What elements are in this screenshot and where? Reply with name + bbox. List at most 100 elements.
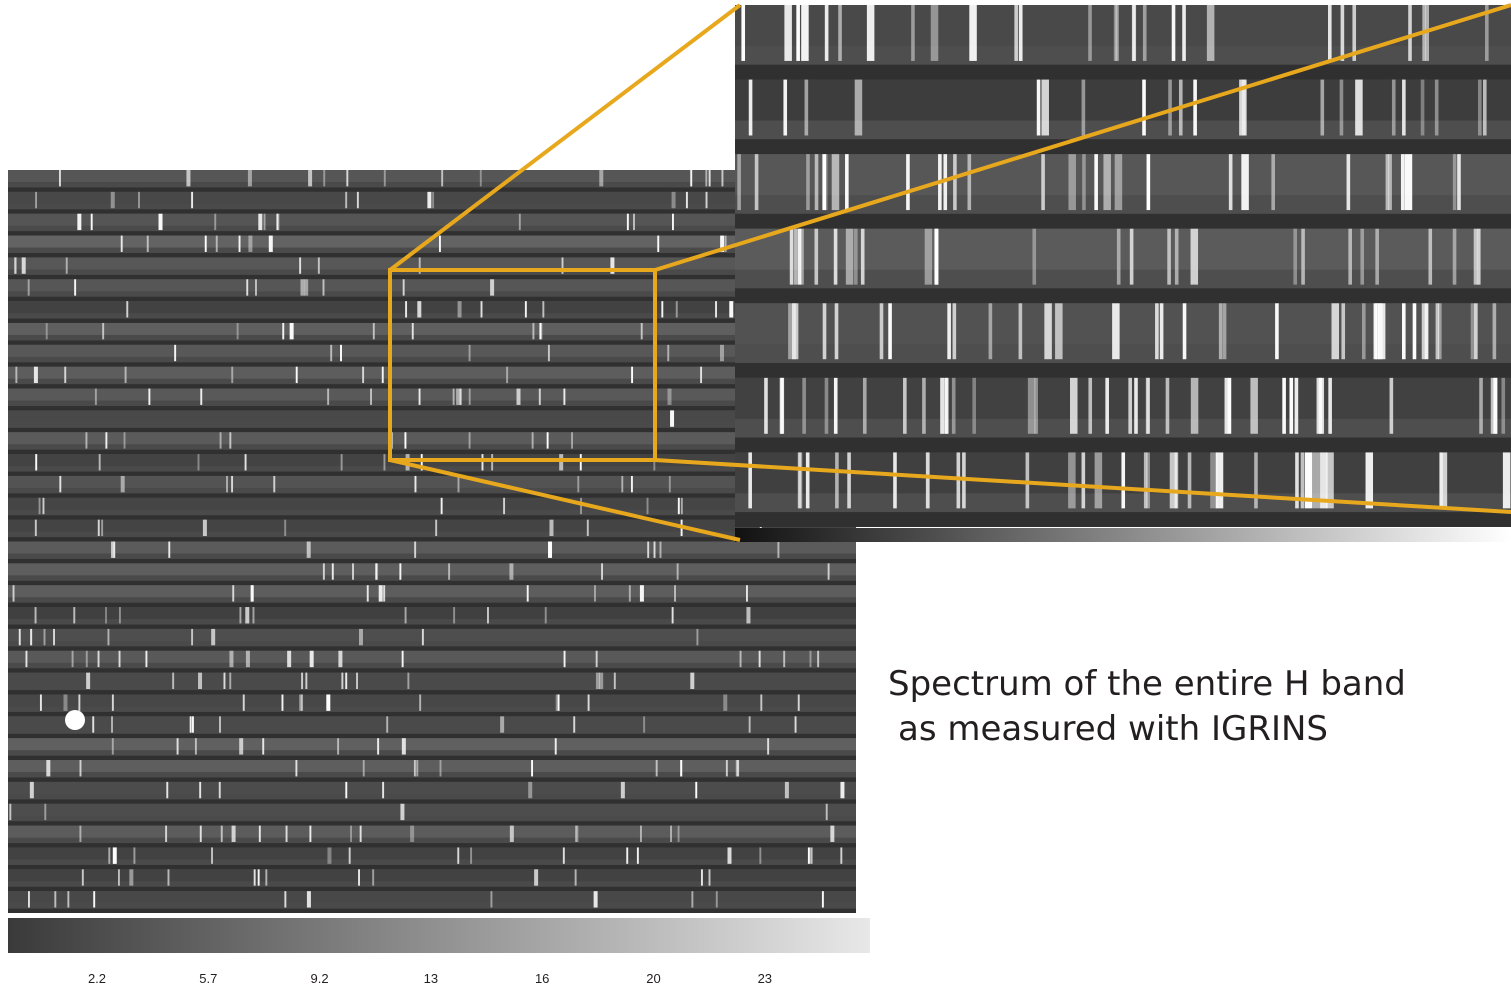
- emission-line: [382, 782, 384, 798]
- emission-line: [363, 760, 365, 776]
- emission-line: [517, 389, 521, 405]
- emission-line: [352, 563, 354, 579]
- emission-line: [54, 891, 56, 907]
- emission-line: [108, 847, 110, 863]
- emission-line: [248, 170, 252, 186]
- emission-line: [1471, 303, 1475, 359]
- emission-line: [880, 303, 884, 359]
- emission-line: [243, 694, 245, 710]
- emission-line: [66, 257, 68, 273]
- emission-line: [159, 214, 163, 230]
- emission-line: [119, 651, 121, 667]
- emission-line: [299, 257, 301, 273]
- emission-line: [534, 869, 538, 885]
- order-band: [735, 303, 1511, 344]
- emission-line: [337, 738, 339, 754]
- emission-line: [147, 236, 149, 252]
- emission-line: [1421, 80, 1425, 136]
- emission-line: [661, 301, 663, 317]
- emission-line: [356, 673, 358, 689]
- emission-line: [926, 452, 930, 508]
- emission-line: [282, 323, 284, 339]
- emission-line: [519, 214, 521, 230]
- emission-line: [594, 585, 596, 601]
- emission-line: [637, 847, 639, 863]
- emission-line: [129, 869, 133, 885]
- emission-line: [1172, 5, 1176, 61]
- emission-line: [573, 716, 575, 732]
- emission-line: [301, 673, 303, 689]
- emission-line: [259, 826, 261, 842]
- emission-line: [284, 520, 286, 536]
- emission-line: [922, 378, 926, 434]
- emission-line: [482, 454, 484, 470]
- emission-line: [587, 520, 589, 536]
- emission-line: [456, 389, 460, 405]
- emission-line: [469, 432, 471, 448]
- emission-line: [448, 563, 450, 579]
- emission-line: [403, 279, 405, 295]
- order-band: [8, 760, 856, 772]
- emission-line: [580, 454, 582, 470]
- emission-line: [686, 192, 688, 208]
- emission-line: [252, 585, 254, 601]
- emission-line: [198, 454, 200, 470]
- emission-line: [440, 760, 442, 776]
- emission-line: [1402, 303, 1406, 359]
- order-band: [8, 738, 856, 750]
- emission-line: [1271, 154, 1275, 210]
- emission-line: [86, 651, 88, 667]
- emission-line: [372, 869, 374, 885]
- emission-line: [1341, 303, 1345, 359]
- emission-line: [345, 673, 347, 689]
- emission-line: [1130, 229, 1134, 285]
- emission-line: [214, 214, 216, 230]
- emission-line: [435, 520, 437, 536]
- emission-line: [1282, 378, 1286, 434]
- emission-line: [375, 563, 377, 579]
- emission-line: [405, 301, 407, 317]
- emission-line: [1155, 303, 1159, 359]
- emission-line: [224, 673, 226, 689]
- emission-line: [798, 229, 802, 285]
- emission-line: [1229, 154, 1233, 210]
- emission-line: [670, 826, 672, 842]
- emission-line: [1457, 154, 1461, 210]
- emission-line: [1132, 5, 1136, 61]
- emission-line: [736, 760, 738, 776]
- emission-line: [1254, 452, 1258, 508]
- emission-line: [341, 673, 343, 689]
- emission-line: [847, 452, 851, 508]
- emission-line: [1134, 378, 1138, 434]
- emission-line: [805, 80, 809, 136]
- emission-line: [784, 5, 792, 61]
- emission-line: [558, 694, 560, 710]
- order-gap: [8, 253, 856, 257]
- emission-line: [205, 236, 207, 252]
- emission-line: [678, 498, 680, 514]
- emission-line: [323, 170, 325, 186]
- emission-line: [460, 389, 462, 405]
- emission-line: [422, 629, 424, 645]
- emission-line: [91, 214, 93, 230]
- emission-line: [792, 303, 796, 359]
- emission-line: [737, 154, 741, 210]
- emission-line: [59, 476, 61, 492]
- emission-line: [723, 694, 727, 710]
- spectrum-image: [8, 170, 856, 913]
- order-band: [8, 214, 856, 226]
- emission-line: [532, 323, 534, 339]
- colorbar-tick-label: 16: [535, 971, 549, 986]
- emission-line: [740, 651, 742, 667]
- emission-line: [273, 476, 275, 492]
- emission-line: [834, 378, 838, 434]
- emission-line: [783, 80, 787, 136]
- emission-line: [1168, 80, 1172, 136]
- caption-line: Spectrum of the entire H band: [888, 664, 1406, 704]
- emission-line: [307, 891, 311, 907]
- emission-line: [357, 192, 359, 208]
- emission-line: [931, 5, 939, 61]
- order-gap: [8, 581, 856, 585]
- order-gap: [8, 625, 856, 629]
- emission-line: [1477, 229, 1481, 285]
